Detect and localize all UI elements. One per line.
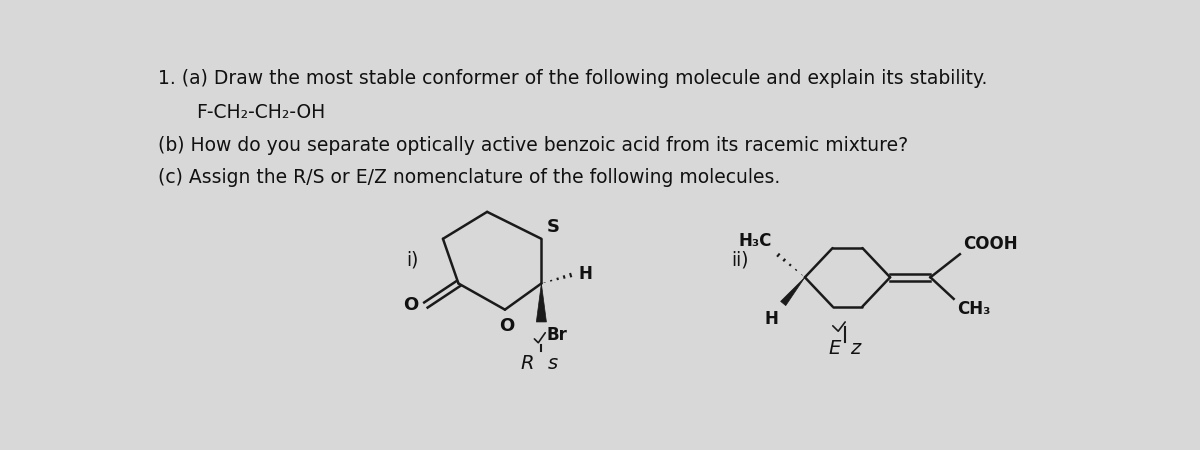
- Text: S: S: [547, 218, 559, 236]
- Text: H: H: [764, 310, 779, 328]
- Text: Br: Br: [546, 326, 566, 344]
- Text: 1. (a) Draw the most stable conformer of the following molecule and explain its : 1. (a) Draw the most stable conformer of…: [157, 69, 988, 88]
- Text: H: H: [578, 265, 593, 283]
- Polygon shape: [536, 284, 546, 322]
- Text: ii): ii): [731, 251, 749, 270]
- Text: s: s: [547, 354, 558, 374]
- Text: COOH: COOH: [962, 234, 1018, 252]
- Polygon shape: [781, 277, 805, 306]
- Text: (c) Assign the R/S or E/Z nomenclature of the following molecules.: (c) Assign the R/S or E/Z nomenclature o…: [157, 168, 780, 187]
- Text: O: O: [499, 317, 514, 335]
- Text: CH₃: CH₃: [956, 301, 990, 319]
- Text: R: R: [520, 354, 534, 374]
- Text: F-CH₂-CH₂-OH: F-CH₂-CH₂-OH: [197, 104, 325, 122]
- Text: O: O: [403, 296, 418, 314]
- Text: H₃C: H₃C: [738, 232, 772, 250]
- Text: E: E: [828, 339, 840, 358]
- Text: i): i): [406, 251, 418, 270]
- Text: (b) How do you separate optically active benzoic acid from its racemic mixture?: (b) How do you separate optically active…: [157, 135, 908, 155]
- Text: z: z: [850, 339, 860, 358]
